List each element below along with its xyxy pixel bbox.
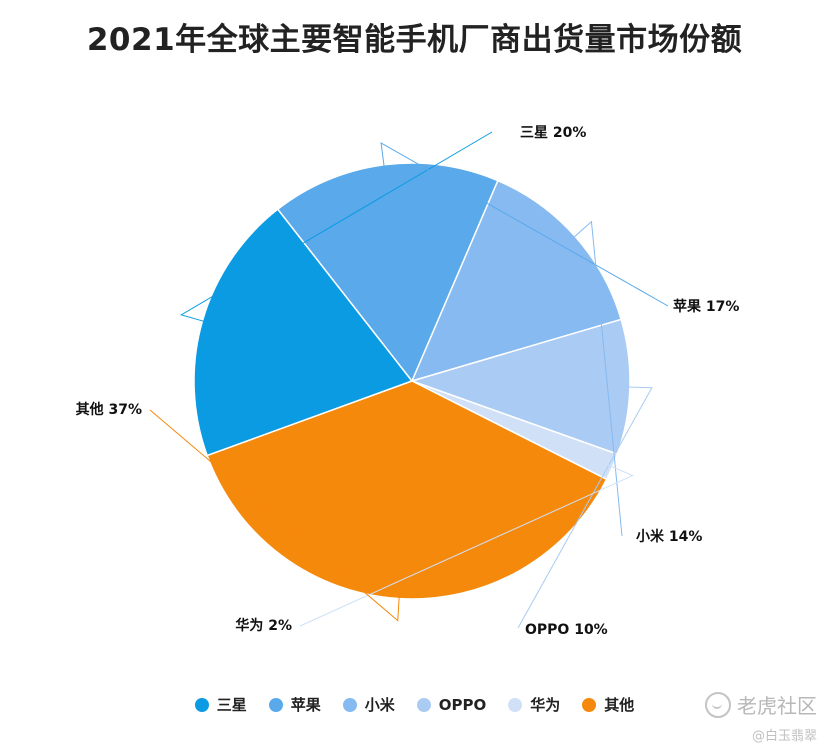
legend-dot-icon <box>194 697 209 712</box>
legend-dot-icon <box>416 697 431 712</box>
slice-label-0: 三星 20% <box>520 125 586 141</box>
pie-chart: 三星 20% 苹果 17% 小米 14% OPPO 10% 华为 2% 其他 37% <box>76 125 740 638</box>
legend-dot-icon <box>342 697 357 712</box>
leader-line-1 <box>380 142 669 307</box>
legend-item-0: 三星 <box>194 694 247 715</box>
leader-line-3 <box>517 386 653 629</box>
legend-label: 其他 <box>604 696 635 714</box>
legend: 三星 苹果 小米 OPPO 华为 其他 <box>0 694 829 715</box>
chart-title: 2021年全球主要智能手机厂商出货量市场份额 <box>86 22 743 58</box>
leader-line-0 <box>180 131 493 324</box>
legend-label: OPPO <box>438 695 487 714</box>
slice-label-4: 华为 2% <box>235 617 292 634</box>
watermark-site: 老虎社区 <box>737 694 817 718</box>
slice-label-5: 其他 37% <box>76 401 142 418</box>
leader-line-2 <box>570 220 623 537</box>
legend-label: 小米 <box>364 696 395 714</box>
watermark: 老虎社区 <box>705 690 817 719</box>
legend-item-3: OPPO <box>416 695 487 714</box>
leader-line-5 <box>149 409 400 622</box>
slice-label-2: 小米 14% <box>636 528 702 545</box>
legend-label: 华为 <box>530 696 561 714</box>
legend-item-4: 华为 <box>508 694 560 715</box>
legend-label: 苹果 <box>290 696 321 714</box>
leader-line-4 <box>299 464 634 627</box>
tiger-community-logo-icon <box>705 691 731 718</box>
slice-label-1: 苹果 17% <box>673 298 739 315</box>
legend-item-1: 苹果 <box>268 694 321 715</box>
slice-label-3: OPPO 10% <box>525 622 608 638</box>
legend-item-5: 其他 <box>582 694 634 715</box>
legend-dot-icon <box>582 697 597 712</box>
legend-item-2: 小米 <box>342 694 395 715</box>
legend-dot-icon <box>268 697 283 712</box>
legend-label: 三星 <box>216 696 247 714</box>
legend-dot-icon <box>508 697 523 712</box>
watermark-user: @白玉翡翠 <box>751 729 817 744</box>
